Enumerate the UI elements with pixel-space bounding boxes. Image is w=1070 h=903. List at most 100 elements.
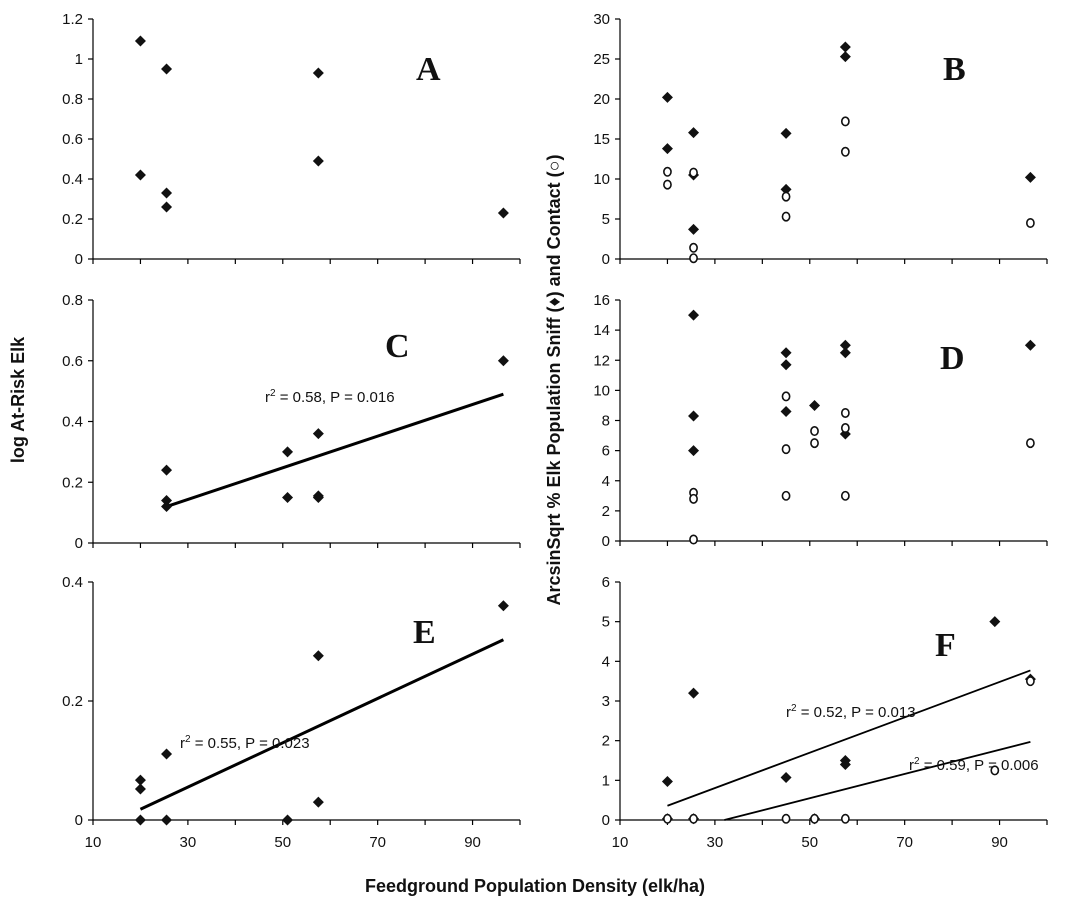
annotation-r: r bbox=[786, 704, 791, 721]
contact-point bbox=[840, 116, 850, 127]
annotation-stats: = 0.55, P = 0.023 bbox=[191, 735, 310, 752]
annotation-r: r bbox=[909, 757, 914, 774]
y-tick-label: 0 bbox=[75, 535, 83, 552]
sniff-point bbox=[134, 814, 146, 826]
sniff-point bbox=[161, 63, 173, 75]
sniff-point bbox=[161, 501, 173, 513]
regression-line bbox=[139, 638, 505, 811]
sniff-point bbox=[809, 399, 821, 411]
y-tick-label: 10 bbox=[593, 171, 610, 188]
regression-line bbox=[667, 669, 1031, 807]
panel-letter: C bbox=[385, 328, 410, 365]
sniff-point bbox=[688, 687, 700, 699]
x-tick-label: 70 bbox=[896, 834, 913, 851]
sniff-point bbox=[161, 187, 173, 199]
annotation-superscript: 2 bbox=[791, 703, 797, 714]
contact-point bbox=[781, 191, 791, 202]
panel-e: 0 0.2 0.4 10 30 50 70 90 Er2 = 0.55, P = 0.023 bbox=[62, 574, 521, 851]
contact-point bbox=[663, 813, 672, 824]
annotation-stats: = 0.58, P = 0.016 bbox=[276, 389, 395, 406]
left-y-axis-title: log At-Risk Elk bbox=[8, 336, 28, 463]
panel-b: 0 5 10 15 20 25 30 B bbox=[593, 11, 1048, 268]
y-tick-label: 12 bbox=[593, 352, 610, 369]
regression-annotation: r2 = 0.52, P = 0.013 bbox=[786, 703, 916, 721]
sniff-point bbox=[688, 223, 700, 235]
y-tick-label: 0.2 bbox=[62, 211, 83, 228]
panel-c: 0 0.2 0.4 0.6 0.8 Cr2 = 0.58, P = 0.016 bbox=[62, 292, 521, 552]
contact-point bbox=[663, 179, 672, 190]
regression-line bbox=[724, 740, 1031, 821]
sniff-point bbox=[1024, 339, 1036, 351]
sniff-point bbox=[839, 41, 851, 53]
y-tick-label: 8 bbox=[602, 413, 610, 430]
sniff-point bbox=[134, 169, 146, 181]
sniff-point bbox=[688, 127, 700, 139]
sniff-point bbox=[661, 143, 673, 155]
sniff-point bbox=[312, 650, 324, 662]
panel-letter: B bbox=[943, 51, 966, 88]
x-tick-label: 30 bbox=[707, 834, 724, 851]
contact-point bbox=[1025, 676, 1035, 687]
sniff-point bbox=[161, 201, 173, 213]
y-tick-label: 0 bbox=[602, 812, 610, 829]
sniff-point bbox=[161, 748, 173, 760]
sniff-point bbox=[497, 600, 509, 612]
sniff-point bbox=[661, 776, 673, 788]
sniff-point bbox=[688, 445, 700, 457]
y-tick-label: 0 bbox=[75, 251, 83, 268]
panel-letter: E bbox=[413, 614, 436, 651]
y-tick-label: 0.4 bbox=[62, 171, 83, 188]
x-tick-label: 70 bbox=[369, 834, 386, 851]
sniff-point bbox=[161, 464, 173, 476]
annotation-r: r bbox=[265, 389, 270, 406]
sniff-point bbox=[688, 410, 700, 422]
x-axis-title: Feedground Population Density (elk/ha) bbox=[365, 876, 705, 896]
sniff-point bbox=[497, 355, 509, 367]
y-tick-label: 4 bbox=[602, 653, 610, 670]
sniff-point bbox=[134, 35, 146, 47]
contact-point bbox=[689, 534, 698, 545]
panels-group: 00.20.40.60.811.2A051015202530B00.20.40.… bbox=[62, 11, 1048, 851]
sniff-point bbox=[312, 428, 324, 440]
annotation-stats: = 0.59, P = 0.006 bbox=[920, 757, 1039, 774]
contact-point bbox=[810, 426, 819, 437]
y-tick-label: 30 bbox=[593, 11, 610, 28]
x-tick-label: 50 bbox=[801, 834, 818, 851]
contact-point bbox=[840, 146, 850, 157]
y-tick-label: 6 bbox=[602, 443, 610, 460]
x-tick-label: 90 bbox=[991, 834, 1008, 851]
panel-letter: F bbox=[935, 627, 956, 664]
contact-point bbox=[689, 813, 698, 824]
y-tick-label: 5 bbox=[602, 211, 610, 228]
sniff-point bbox=[161, 494, 173, 506]
panel-letter: D bbox=[940, 340, 965, 377]
sniff-point bbox=[780, 772, 792, 784]
annotation-stats: = 0.52, P = 0.013 bbox=[797, 704, 916, 721]
sniff-point bbox=[661, 91, 673, 103]
annotation-superscript: 2 bbox=[914, 756, 920, 767]
sniff-point bbox=[1024, 171, 1036, 183]
contact-point bbox=[689, 253, 698, 264]
sniff-point bbox=[312, 796, 324, 808]
y-tick-label: 6 bbox=[602, 574, 610, 591]
y-tick-label: 16 bbox=[593, 292, 610, 309]
y-tick-label: 20 bbox=[593, 91, 610, 108]
y-tick-label: 0.2 bbox=[62, 474, 83, 491]
contact-point bbox=[840, 813, 850, 824]
sniff-point bbox=[989, 616, 1001, 628]
contact-point bbox=[810, 438, 819, 449]
sniff-point bbox=[312, 491, 324, 503]
sniff-point bbox=[282, 814, 294, 826]
x-tick-label: 90 bbox=[464, 834, 481, 851]
regression-annotation: r2 = 0.55, P = 0.023 bbox=[180, 734, 310, 752]
annotation-superscript: 2 bbox=[185, 734, 191, 745]
y-tick-label: 2 bbox=[602, 503, 610, 520]
panel-d: 0 2 4 6 8 10 12 14 16 D bbox=[593, 292, 1048, 550]
y-tick-label: 0.8 bbox=[62, 91, 83, 108]
contact-point bbox=[990, 765, 1000, 776]
panel-letter: A bbox=[416, 51, 441, 88]
y-tick-label: 1 bbox=[75, 51, 83, 68]
y-tick-label: 1.2 bbox=[62, 11, 83, 28]
